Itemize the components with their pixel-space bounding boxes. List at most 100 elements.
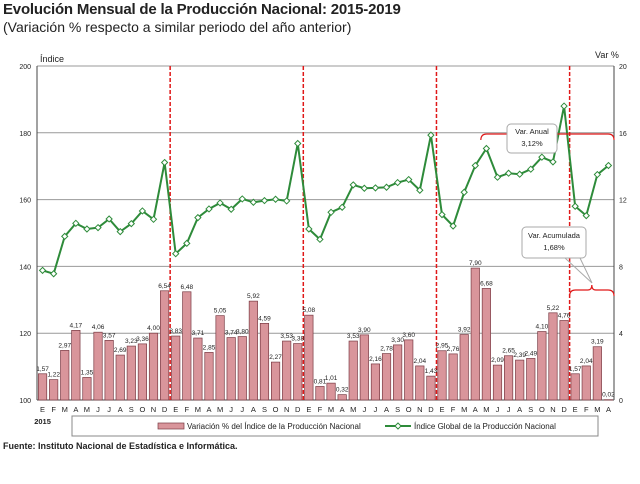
bar-value-label: 5,92 [247,293,260,300]
month-label: S [262,405,267,414]
bar-value-label: 3,71 [192,330,205,337]
bar-value-label: 4,59 [258,315,271,322]
month-label: M [483,405,489,414]
index-point [294,139,302,148]
bar-value-label: 3,92 [458,327,471,334]
month-label: J [374,405,378,414]
bar [592,346,602,401]
month-label: N [151,405,156,414]
index-point [149,215,158,224]
right-tick-label: 12 [619,198,627,205]
month-label: J [240,405,244,414]
month-label: N [417,405,422,414]
bar [204,352,214,401]
month-label: A [251,405,256,414]
index-point [393,178,402,187]
bar-value-label: 3,19 [591,339,604,346]
bar-value-label: 2,78 [380,346,393,353]
bar [282,340,292,401]
chart-source: Fuente: Instituto Nacional de Estadístic… [3,441,238,451]
month-label: M [217,405,223,414]
bar [559,320,569,401]
month-label: E [440,405,445,414]
bar-value-label: 3,38 [291,336,304,343]
bar-value-label: 0,81 [314,378,327,385]
month-label: M [350,405,356,414]
bar-value-label: 2,39 [513,352,526,359]
index-line [42,105,610,275]
month-label: J [229,405,233,414]
index-point [604,161,613,170]
bar [437,350,447,401]
left-tick-label: 140 [19,264,31,271]
left-tick-label: 200 [19,64,31,71]
month-label: J [107,405,111,414]
bar-value-label: 7,90 [469,260,482,267]
bar-value-label: 1,57 [569,366,582,373]
bar-value-label: 3,83 [169,328,182,335]
month-label: F [451,405,456,414]
index-point [371,184,380,192]
bar-value-label: 5,22 [547,305,560,312]
month-label: M [62,405,68,414]
month-label: N [284,405,289,414]
bar-value-label: 1,57 [36,366,49,373]
right-tick-label: 4 [619,331,623,338]
bar-value-label: 5,05 [214,308,227,315]
month-label: E [40,405,45,414]
index-point [482,144,491,153]
month-label: J [362,405,366,414]
month-label: A [384,405,389,414]
month-label: M [594,405,600,414]
index-point [194,213,202,222]
bar [370,363,380,401]
bar-value-label: 0,32 [336,387,349,394]
bar-value-label: 4,76 [558,313,571,320]
right-axis-label: Var % [595,50,619,60]
bar-value-label: 2,27 [269,354,282,361]
cumulative-callout-value: 1,68% [543,243,565,252]
right-tick-label: 16 [619,131,627,138]
index-point [449,222,457,230]
bar [259,322,270,401]
bar [82,377,92,401]
index-point [571,202,579,210]
month-label: D [561,405,567,414]
index-point [138,207,147,215]
bar [160,290,170,401]
bar [293,343,303,401]
index-point [171,250,180,258]
bar-value-label: 3,53 [347,333,360,340]
bar [315,386,325,401]
bar [548,312,558,401]
bar-value-label: 3,90 [358,327,371,334]
month-label: F [185,405,190,414]
bar-value-label: 1,35 [81,369,94,376]
bar-value-label: 4,17 [70,322,83,329]
right-tick-label: 20 [619,64,627,71]
bar-value-label: 3,60 [402,332,415,339]
bar-value-label: 1,22 [47,372,60,379]
annual-callout-box [506,123,558,154]
index-point [560,102,568,110]
cumulative-callout-box [521,226,587,259]
index-point [416,186,424,194]
month-label: J [496,405,500,414]
index-point [61,232,69,241]
month-label: M [328,405,334,414]
bar-value-label: 0,02 [602,392,615,399]
bar [492,364,503,401]
bar-value-label: 2,04 [413,358,426,365]
bar [581,365,591,401]
bar-value-label: 2,49 [524,350,537,357]
bar [515,359,525,401]
index-point [227,205,235,213]
bar-value-label: 6,68 [480,280,493,287]
index-point [349,181,357,189]
legend: Variación % del Índice de la Producción … [71,415,599,437]
legend-bar-swatch [157,422,185,430]
bar [60,350,70,401]
month-label: A [206,405,211,414]
bar [271,361,281,401]
